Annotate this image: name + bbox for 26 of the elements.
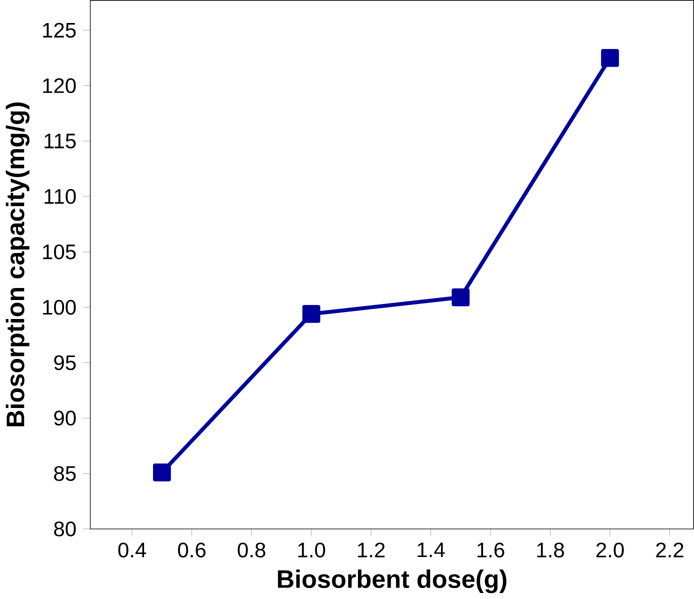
- x-tick-label: 1.8: [537, 542, 564, 558]
- x-tick-label: 1.6: [478, 542, 504, 558]
- x-tick-label: 0.4: [118, 542, 146, 558]
- x-tick-label: 0.6: [178, 542, 206, 558]
- y-tick-label: 105: [43, 244, 76, 260]
- point: [601, 49, 619, 67]
- x-tick-label: 2.2: [656, 542, 684, 558]
- y-tick-label: 85: [54, 466, 76, 481]
- x-tick-label: 1.4: [418, 542, 445, 558]
- x-tick-label: 1.0: [298, 542, 326, 558]
- y-tick-label: 115: [44, 134, 76, 148]
- y-tick-label: 125: [43, 22, 76, 38]
- y-axis-title: Biosorption capacity(mg/g): [6, 102, 30, 426]
- y-tick-label: 80: [54, 521, 76, 536]
- x-axis-title: Biosorbent dose(g): [278, 570, 506, 594]
- point: [452, 288, 470, 306]
- point: [153, 463, 171, 482]
- y-tick-label: 100: [43, 300, 76, 315]
- x-tick-label: 1.2: [358, 542, 385, 558]
- y-tick-label: 110: [44, 189, 76, 204]
- y-tick-label: 120: [43, 78, 76, 94]
- x-tick-label: 0.8: [238, 542, 266, 558]
- y-tick-label: 95: [54, 355, 76, 370]
- point: [302, 304, 320, 323]
- y-tick-label: 90: [54, 410, 76, 426]
- x-tick-label: 2.0: [596, 542, 624, 558]
